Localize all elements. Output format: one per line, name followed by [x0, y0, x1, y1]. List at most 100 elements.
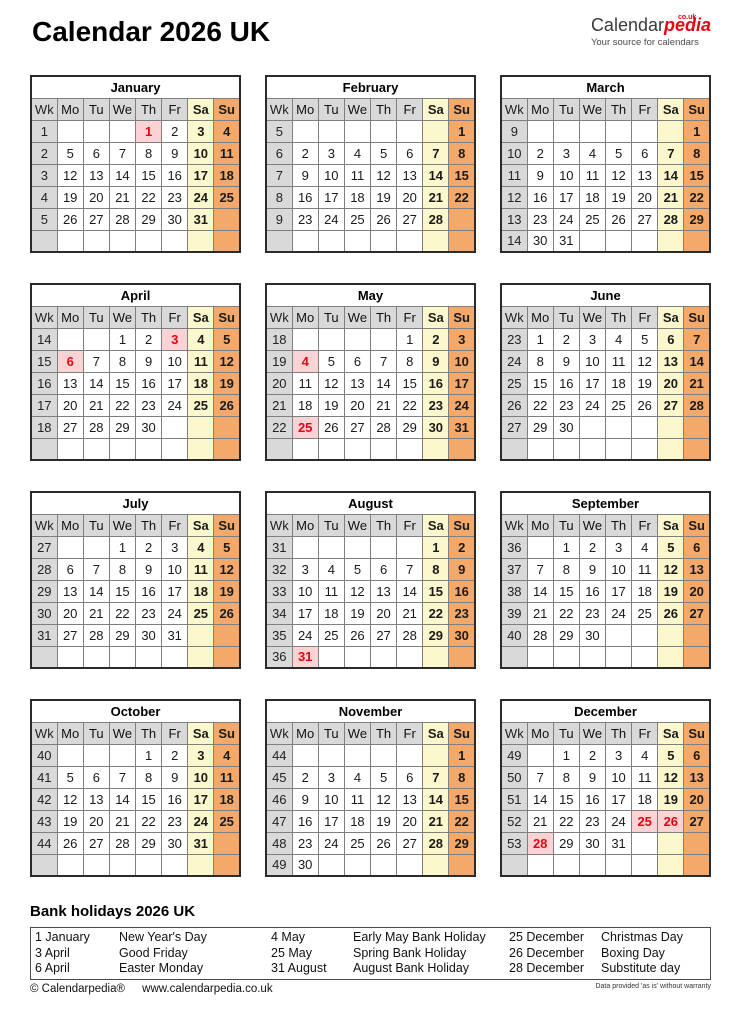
- day-cell: 6: [369, 557, 398, 581]
- day-header-wk: Wk: [30, 305, 58, 329]
- day-header-we: We: [108, 721, 137, 745]
- empty-day-cell: [369, 645, 398, 669]
- day-header-th: Th: [604, 97, 633, 121]
- empty-day-cell: [343, 437, 372, 461]
- day-cell: 29: [134, 831, 163, 855]
- holiday-date: 25 May: [271, 945, 312, 960]
- day-cell: 16: [134, 371, 163, 395]
- day-header-we: We: [343, 97, 372, 121]
- day-cell: 19: [369, 809, 398, 833]
- day-cell: 30: [552, 415, 580, 439]
- day-cell: 12: [343, 579, 372, 603]
- day-cell: 26: [56, 831, 84, 855]
- empty-day-cell: [343, 535, 372, 559]
- day-header-we: We: [343, 305, 372, 329]
- day-cell: 14: [82, 371, 110, 395]
- empty-day-cell: [552, 645, 580, 669]
- day-cell: 2: [448, 535, 476, 559]
- empty-day-cell: [657, 415, 685, 439]
- day-cell: 28: [422, 831, 450, 855]
- day-header-mo: Mo: [291, 513, 319, 537]
- empty-day-cell: [56, 645, 84, 669]
- calendarpedia-logo[interactable]: Calendar co.uk pedia Your source for calen…: [591, 14, 711, 48]
- day-cell: 15: [108, 371, 137, 395]
- day-cell: 24: [161, 393, 189, 417]
- day-cell: 13: [56, 371, 84, 395]
- week-number: 49: [500, 743, 528, 767]
- day-header-th: Th: [134, 721, 163, 745]
- empty-day-cell: [82, 327, 110, 351]
- week-number: 27: [30, 535, 58, 559]
- day-cell: 4: [343, 141, 372, 165]
- day-header-sa: Sa: [422, 305, 450, 329]
- day-cell: 15: [683, 163, 711, 187]
- holiday-date: 1 January: [35, 930, 90, 944]
- day-header-th: Th: [369, 513, 398, 537]
- footer-url[interactable]: www.calendarpedia.co.uk: [142, 982, 273, 995]
- day-cell: 12: [56, 163, 84, 187]
- week-number: 8: [265, 185, 293, 209]
- day-header-wk: Wk: [500, 513, 528, 537]
- day-cell: 27: [396, 207, 424, 231]
- week-number: 48: [265, 831, 293, 855]
- day-cell: 20: [82, 809, 110, 833]
- empty-day-cell: [56, 535, 84, 559]
- day-header-we: We: [108, 97, 137, 121]
- day-cell: 14: [369, 371, 398, 395]
- week-number: 52: [500, 809, 528, 833]
- empty-day-cell: [683, 437, 711, 461]
- empty-day-cell: [161, 853, 189, 877]
- empty-day-cell: [526, 535, 554, 559]
- day-cell: 27: [683, 809, 711, 833]
- day-cell: 21: [683, 371, 711, 395]
- day-cell: 25: [631, 809, 659, 833]
- logo-text-pedia: pedia: [663, 15, 711, 35]
- month-april: April Wk Mo Tu We Th Fr Sa Su 14 1 2 3 4 5 15 6 7 8 9 10 11 12…: [30, 283, 241, 461]
- day-cell: 16: [552, 371, 580, 395]
- day-cell: 14: [108, 787, 137, 811]
- day-header-fr: Fr: [396, 305, 424, 329]
- day-cell: 7: [526, 765, 554, 789]
- empty-day-cell: [604, 645, 633, 669]
- empty-day-cell: [108, 229, 137, 253]
- empty-day-cell: [82, 645, 110, 669]
- day-header-wk: Wk: [500, 305, 528, 329]
- page-footer: © Calendarpedia® www.calendarpedia.co.uk…: [30, 983, 711, 995]
- day-cell: 28: [422, 207, 450, 231]
- empty-day-cell: [552, 437, 580, 461]
- day-header-fr: Fr: [631, 97, 659, 121]
- day-header-su: Su: [683, 513, 711, 537]
- empty-day-cell: [604, 853, 633, 877]
- day-cell: 5: [213, 535, 241, 559]
- day-header-th: Th: [604, 513, 633, 537]
- empty-day-cell: [631, 645, 659, 669]
- empty-day-cell: [631, 623, 659, 647]
- week-number: 37: [500, 557, 528, 581]
- day-header-wk: Wk: [500, 721, 528, 745]
- day-cell: 26: [317, 415, 345, 439]
- day-cell: 26: [56, 207, 84, 231]
- day-cell: 1: [108, 535, 137, 559]
- day-header-su: Su: [213, 97, 241, 121]
- empty-day-cell: [448, 207, 476, 231]
- day-cell: 4: [631, 535, 659, 559]
- day-cell: 18: [631, 787, 659, 811]
- day-cell: 7: [82, 349, 110, 373]
- day-cell: 4: [343, 765, 372, 789]
- day-cell: 25: [291, 415, 319, 439]
- empty-day-cell: [396, 535, 424, 559]
- day-header-tu: Tu: [317, 97, 345, 121]
- day-cell: 9: [291, 163, 319, 187]
- day-cell: 12: [369, 163, 398, 187]
- day-cell: 14: [657, 163, 685, 187]
- day-cell: 10: [604, 765, 633, 789]
- day-header-fr: Fr: [631, 513, 659, 537]
- day-cell: 1: [396, 327, 424, 351]
- day-cell: 24: [552, 207, 580, 231]
- day-cell: 21: [108, 809, 137, 833]
- day-cell: 8: [526, 349, 554, 373]
- month-may: May Wk Mo Tu We Th Fr Sa Su 18 1 2 3 19 4 5 6 7 8 9 10 20 11 12…: [265, 283, 476, 461]
- empty-day-cell: [291, 119, 319, 143]
- day-header-fr: Fr: [161, 513, 189, 537]
- empty-day-cell: [161, 437, 189, 461]
